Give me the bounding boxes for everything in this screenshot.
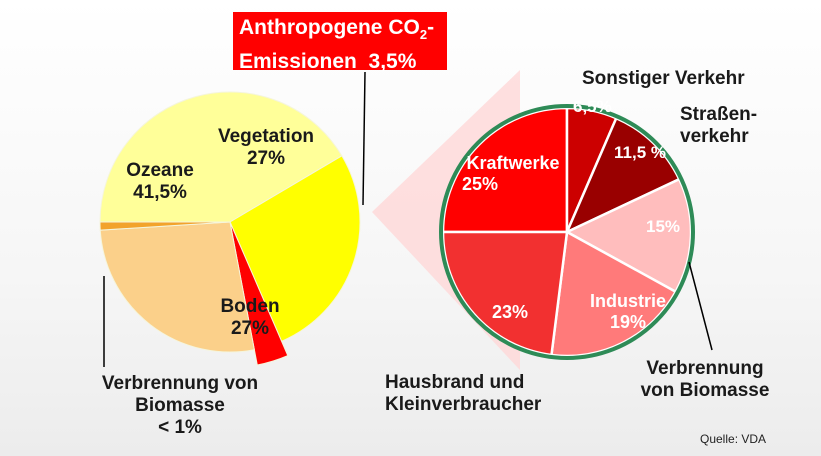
biomasse-left-line1: Verbrennung von [101, 373, 259, 394]
source-note: Quelle: VDA [700, 432, 767, 446]
slice-kraftwerke [441, 106, 569, 234]
strassen-value: 11,5 % [614, 143, 666, 162]
slice-hausbrand-und-kleinverbraucher [441, 230, 569, 357]
vegetation-value: 27% [246, 147, 286, 169]
vegetation-label: Vegetation 27% [206, 126, 326, 170]
callout-line2: Emissionen 3,5% [239, 50, 417, 74]
callout-dash: - [427, 16, 435, 39]
hausbrand-label: Hausbrand und Kleinverbraucher [385, 372, 541, 416]
callout-sub: 2 [419, 27, 428, 43]
callout-line1: Anthropogene CO [239, 16, 420, 39]
strassen-line2: verkehr [680, 125, 749, 147]
ozeane-label: Ozeane 41,5% [115, 160, 205, 204]
boden-name: Boden [220, 296, 280, 317]
callout-leader [362, 71, 366, 206]
slice-ozeane [99, 91, 343, 223]
kraftwerke-name: Kraftwerke [466, 153, 560, 173]
slice-vegetation [229, 155, 361, 342]
emissions-pie [441, 106, 693, 358]
kraftwerke-value: 25% [462, 173, 499, 194]
hausbrand-line1: Hausbrand und [385, 372, 525, 393]
biomasse-right-line1: Verbrennung [646, 358, 764, 379]
biomasse-right-leader [688, 261, 713, 351]
biomasse-left-label: Verbrennung von Biomasse < 1% [80, 373, 280, 439]
biomasse-right-label: Verbrennung von Biomasse [630, 358, 780, 402]
kraftwerke-label: Kraftwerke 25% [458, 153, 568, 194]
slice-industrie [550, 230, 678, 358]
ozeane-value: 41,5% [133, 181, 187, 203]
vegetation-name: Vegetation [217, 126, 315, 147]
emissions-callout: Anthropogene CO2- Emissionen 3,5% [233, 12, 447, 74]
biomasse-left-line3: < 1% [158, 416, 202, 438]
slice-verbrennung-von-biomasse [99, 221, 231, 231]
biomasse-left-line2: Biomasse [135, 394, 225, 416]
biomasse-right-line2: von Biomasse [640, 379, 770, 401]
boden-label: Boden 27% [195, 296, 305, 340]
strassen-label: Straßen- verkehr [680, 104, 757, 148]
main-pie [99, 91, 361, 366]
hausbrand-line2: Kleinverbraucher [385, 393, 542, 415]
ozeane-name: Ozeane [126, 160, 194, 181]
industrie-label: Industrie 19% [578, 291, 678, 332]
biomasse-right-value: 15% [646, 217, 681, 236]
emissions-pie-border [439, 104, 695, 360]
sonstiger-label: Sonstiger Verkehr [582, 68, 745, 89]
slice-verbrennung-von-biomasse [564, 177, 693, 294]
strassen-line1: Straßen- [680, 104, 758, 125]
boden-value: 27% [230, 317, 270, 339]
sonstiger-value: 6,5% [573, 97, 612, 116]
slice-boden [99, 221, 255, 353]
industrie-value: 19% [609, 311, 647, 332]
slice-anthropogene-co-emissionen [229, 221, 289, 366]
hausbrand-value: 23% [492, 302, 529, 322]
industrie-name: Industrie [589, 291, 666, 311]
